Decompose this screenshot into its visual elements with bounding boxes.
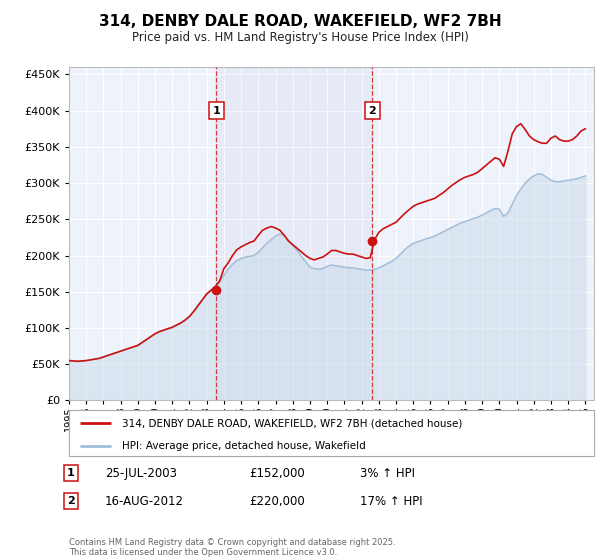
Text: 25-JUL-2003: 25-JUL-2003 [105, 466, 177, 480]
Text: 2: 2 [67, 496, 74, 506]
Text: 2: 2 [368, 105, 376, 115]
Text: HPI: Average price, detached house, Wakefield: HPI: Average price, detached house, Wake… [121, 441, 365, 451]
Text: Price paid vs. HM Land Registry's House Price Index (HPI): Price paid vs. HM Land Registry's House … [131, 31, 469, 44]
Text: 1: 1 [212, 105, 220, 115]
Text: 17% ↑ HPI: 17% ↑ HPI [360, 494, 422, 508]
Text: 314, DENBY DALE ROAD, WAKEFIELD, WF2 7BH (detached house): 314, DENBY DALE ROAD, WAKEFIELD, WF2 7BH… [121, 418, 462, 428]
Text: £152,000: £152,000 [249, 466, 305, 480]
Text: £220,000: £220,000 [249, 494, 305, 508]
Text: 1: 1 [67, 468, 74, 478]
Bar [217, 67, 372, 400]
Text: 3% ↑ HPI: 3% ↑ HPI [360, 466, 415, 480]
Text: 16-AUG-2012: 16-AUG-2012 [105, 494, 184, 508]
Text: Contains HM Land Registry data © Crown copyright and database right 2025.
This d: Contains HM Land Registry data © Crown c… [69, 538, 395, 557]
Text: 314, DENBY DALE ROAD, WAKEFIELD, WF2 7BH: 314, DENBY DALE ROAD, WAKEFIELD, WF2 7BH [98, 14, 502, 29]
